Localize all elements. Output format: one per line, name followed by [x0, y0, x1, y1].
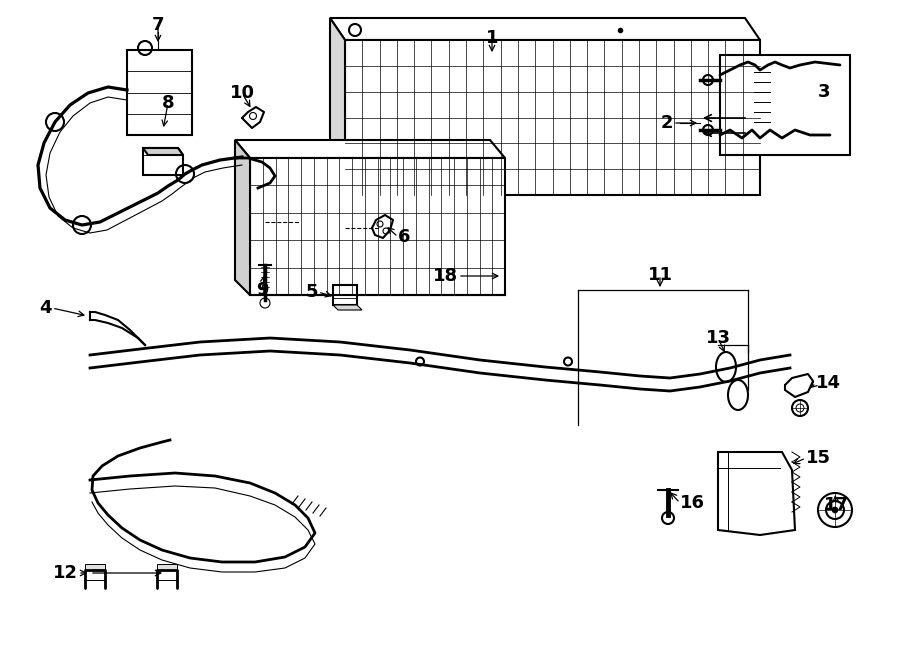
Text: 14: 14: [816, 374, 841, 392]
Text: 5: 5: [305, 283, 318, 301]
Bar: [333, 285, 357, 305]
Text: 18: 18: [433, 267, 458, 285]
Polygon shape: [143, 148, 183, 155]
Text: 13: 13: [706, 329, 731, 347]
Text: 12: 12: [53, 564, 78, 582]
Bar: [720, 55, 850, 155]
Text: 15: 15: [806, 449, 831, 467]
Text: 3: 3: [818, 83, 831, 101]
Text: 17: 17: [824, 496, 849, 514]
Polygon shape: [333, 305, 362, 310]
Text: 6: 6: [398, 228, 410, 246]
Polygon shape: [235, 140, 505, 158]
Bar: [85, 564, 105, 570]
Text: 10: 10: [230, 84, 255, 102]
Polygon shape: [330, 18, 345, 195]
Polygon shape: [143, 148, 183, 175]
Polygon shape: [330, 18, 760, 40]
Bar: [157, 564, 177, 570]
Polygon shape: [235, 140, 250, 295]
Bar: [127, 50, 192, 135]
Text: 7: 7: [152, 16, 164, 34]
Text: 9: 9: [256, 281, 268, 299]
Text: 11: 11: [647, 266, 672, 284]
Polygon shape: [345, 40, 760, 195]
Text: 2: 2: [661, 114, 673, 132]
Text: 16: 16: [680, 494, 705, 512]
Text: 8: 8: [162, 94, 175, 112]
Polygon shape: [718, 452, 795, 535]
Circle shape: [832, 507, 838, 513]
Text: 4: 4: [40, 299, 52, 317]
Text: 1: 1: [486, 29, 499, 47]
Polygon shape: [250, 158, 505, 295]
